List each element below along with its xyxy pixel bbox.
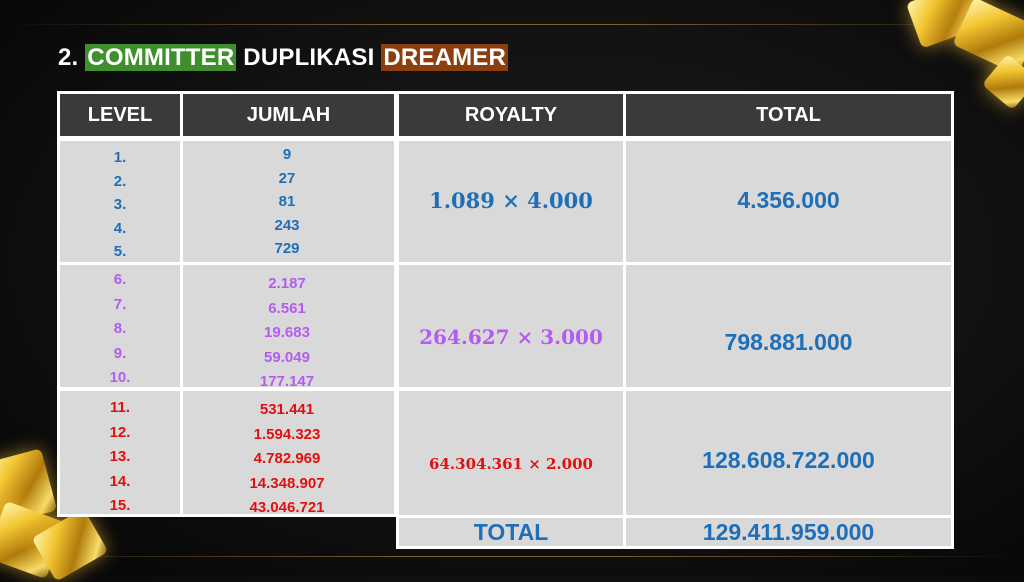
page-title: 2. COMMITTER DUPLIKASI DREAMER — [58, 44, 509, 72]
level-item: 7. — [113, 295, 127, 313]
grand-total-value-cell — [623, 515, 954, 549]
jumlah-item: 43.046.721 — [249, 499, 325, 516]
level-item: 12. — [109, 423, 131, 441]
jumlah-item: 59.049 — [264, 348, 310, 366]
group1-royalty: 1.089 × 4.000 — [429, 187, 593, 213]
group3-total: 128.608.722.000 — [702, 446, 875, 473]
jumlah-item: 177.147 — [259, 373, 315, 390]
level-item: 9. — [113, 344, 127, 362]
jumlah-item: 27 — [278, 169, 296, 187]
gold-bar-top-right-3 — [981, 53, 1024, 111]
header-royalty: ROYALTY — [396, 91, 626, 139]
group2-levels: 6. 7. 8. 9. 10. — [90, 268, 150, 391]
jumlah-item: 19.683 — [264, 324, 310, 341]
jumlah-item: 6.561 — [268, 299, 306, 317]
jumlah-item: 81 — [278, 193, 296, 210]
group2-jumlah: 2.187 6.561 19.683 59.049 177.147 — [227, 272, 347, 395]
jumlah-item: 243 — [274, 216, 300, 234]
jumlah-item: 531.441 — [259, 401, 315, 418]
level-item: 11. — [109, 399, 131, 416]
grand-total-value: 129.411.959.000 — [702, 518, 875, 545]
group1-total: 4.356.000 — [737, 186, 840, 213]
group3-levels: 11. 12. 13. 14. 15. — [90, 396, 150, 519]
title-prefix: 2. — [58, 44, 79, 71]
level-item: 10. — [109, 369, 131, 386]
header-level: LEVEL — [57, 91, 183, 139]
title-highlight-committer: COMMITTER — [85, 44, 237, 71]
group1-levels: 1. 2. 3. 4. 5. — [90, 146, 150, 264]
jumlah-item: 1.594.323 — [253, 425, 321, 443]
level-item: 8. — [113, 320, 127, 337]
jumlah-item: 2.187 — [268, 275, 306, 292]
group1-jumlah: 9 27 81 243 729 — [227, 143, 347, 261]
title-middle: DUPLIKASI — [243, 44, 375, 71]
header-total: TOTAL — [623, 91, 954, 139]
group3-jumlah-cell — [180, 388, 397, 517]
grand-total-label: TOTAL — [473, 518, 549, 545]
level-item: 6. — [113, 271, 127, 288]
level-item: 13. — [109, 448, 131, 465]
title-highlight-dreamer: DREAMER — [381, 44, 509, 71]
group2-royalty: 264.627 × 3.000 — [419, 325, 603, 349]
group3-level-cell — [57, 388, 183, 517]
group3-total-cell — [623, 388, 954, 518]
level-item: 3. — [113, 196, 127, 213]
level-item: 15. — [109, 497, 131, 514]
jumlah-item: 4.782.969 — [253, 450, 321, 467]
level-item: 14. — [109, 472, 131, 490]
bottom-frame-line — [0, 556, 1024, 557]
group1-jumlah-cell — [180, 138, 397, 265]
group3-royalty: 64.304.361 × 2.000 — [429, 455, 593, 473]
top-frame-line — [0, 24, 1024, 25]
jumlah-item: 14.348.907 — [249, 474, 325, 492]
header-jumlah: JUMLAH — [180, 91, 397, 139]
level-item: 4. — [113, 219, 127, 237]
level-item: 5. — [113, 243, 127, 260]
jumlah-item: 9 — [282, 146, 292, 163]
jumlah-item: 729 — [274, 240, 300, 257]
grand-total-label-cell — [396, 515, 626, 549]
level-item: 2. — [113, 172, 127, 190]
level-item: 1. — [113, 149, 127, 166]
group3-jumlah: 531.441 1.594.323 4.782.969 14.348.907 4… — [222, 398, 352, 521]
group2-total: 798.881.000 — [724, 328, 853, 355]
group1-level-cell — [57, 138, 183, 265]
